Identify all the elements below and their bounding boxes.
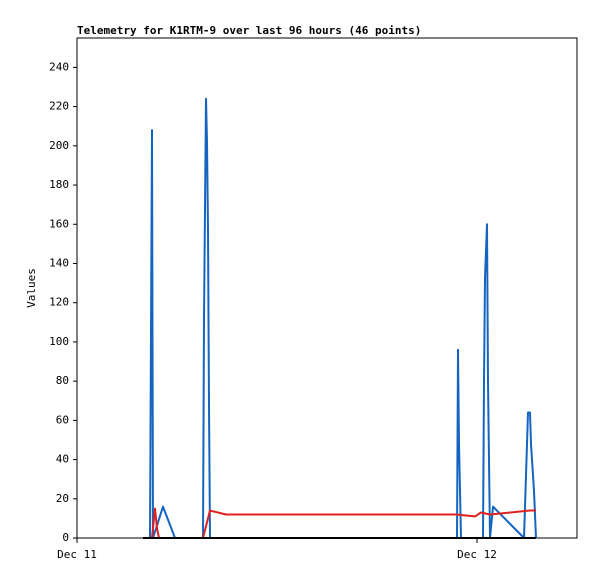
y-tick-label: 40 [56, 453, 69, 466]
x-tick-label: Dec 12 [457, 548, 497, 561]
y-tick-label: 100 [49, 335, 69, 348]
y-tick-label: 20 [56, 492, 69, 505]
chart-title: Telemetry for K1RTM-9 over last 96 hours… [77, 24, 421, 37]
y-tick-label: 180 [49, 178, 69, 191]
y-tick-label: 60 [56, 413, 69, 426]
y-tick-label: 220 [49, 100, 69, 113]
y-tick-label: 80 [56, 374, 69, 387]
plot-frame [76, 37, 578, 539]
y-tick-label: 240 [49, 60, 69, 73]
x-tick-label: Dec 11 [57, 548, 97, 561]
y-tick-label: 140 [49, 256, 69, 269]
y-tick-label: 0 [62, 531, 69, 544]
y-tick-label: 200 [49, 139, 69, 152]
y-tick-label: 120 [49, 296, 69, 309]
y-axis-label: Values [25, 268, 38, 308]
series-line [151, 507, 536, 539]
y-tick-label: 160 [49, 217, 69, 230]
